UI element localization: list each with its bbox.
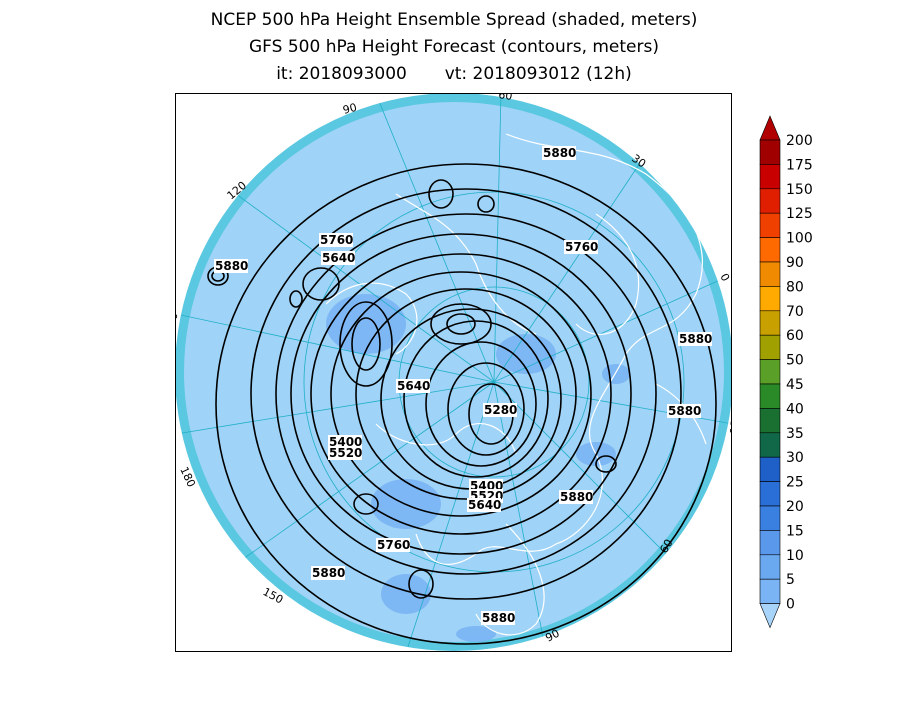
colorbar-tick-label: 15	[786, 523, 804, 539]
lon-label-30e: 30	[727, 420, 732, 435]
title-line-1: NCEP 500 hPa Height Ensemble Spread (sha…	[210, 10, 698, 30]
contour-label-5760-b: 5760	[565, 240, 598, 254]
map-panel: 5880 5760 5640 5880 5760 5880 5640 5280 …	[175, 93, 732, 652]
contour-label-5760-a: 5760	[320, 233, 353, 247]
colorbar-swatch	[759, 286, 781, 312]
contour-label-5760-c: 5760	[377, 538, 410, 552]
title-line-3: it: 2018093000 vt: 2018093012 (12h)	[276, 64, 632, 84]
contour-label-5880-d: 5880	[560, 490, 593, 504]
colorbar-tick-label: 175	[786, 157, 813, 173]
colorbar-tick-label: 70	[786, 304, 804, 320]
contour-label-5640-c: 5640	[468, 498, 501, 512]
colorbar-swatch	[759, 530, 781, 556]
colorbar-bottom-arrow	[759, 603, 781, 629]
colorbar-swatch	[759, 383, 781, 409]
contour-label-5280: 5280	[484, 403, 517, 417]
colorbar-swatch	[759, 359, 781, 385]
lon-label-150w: 150	[176, 312, 181, 335]
coastlines	[325, 133, 707, 636]
lon-label-90w: 90	[341, 101, 358, 117]
colorbar-swatch	[759, 578, 781, 604]
colorbar-top-arrow	[759, 115, 781, 141]
colorbar-swatch	[759, 237, 781, 263]
lon-label-90e: 90	[543, 627, 561, 645]
colorbar-swatch	[759, 212, 781, 238]
colorbar-swatch	[759, 456, 781, 482]
lon-label-120e: 120	[396, 650, 419, 652]
colorbar-swatch	[759, 310, 781, 336]
contour-label-5880-b: 5880	[215, 259, 248, 273]
colorbar-tick-label: 25	[786, 475, 804, 491]
colorbar-tick-label: 90	[786, 255, 804, 271]
colorbar-labels: 2001751501251009080706050454035302520151…	[786, 133, 813, 613]
colorbar-tick-label: 200	[786, 133, 813, 149]
colorbar-swatch	[759, 139, 781, 165]
contour-label-5880-e: 5880	[668, 404, 701, 418]
title-line-2: GFS 500 hPa Height Forecast (contours, m…	[249, 37, 659, 57]
height-contours	[207, 163, 717, 645]
colorbar-tick-label: 35	[786, 426, 804, 442]
longitude-labels: 60 30 0 30 60 90 120 150 180 150 120 90	[176, 94, 732, 652]
contour-label-5640-b: 5640	[397, 379, 430, 393]
map-disk	[184, 102, 724, 642]
colorbar-swatches	[759, 115, 781, 629]
colorbar-tick-label: 5	[786, 572, 795, 588]
colorbar-swatch	[759, 334, 781, 360]
contour-label-5640-a: 5640	[322, 251, 355, 265]
colorbar-swatch	[759, 505, 781, 531]
colorbar-tick-label: 100	[786, 231, 813, 247]
colorbar-swatch	[759, 554, 781, 580]
colorbar: 2001751501251009080706050454035302520151…	[759, 115, 813, 629]
contour-label-5880-f: 5880	[312, 566, 345, 580]
colorbar-swatch	[759, 164, 781, 190]
colorbar-tick-label: 10	[786, 548, 804, 564]
contour-labels: 5880 5760 5640 5880 5760 5880 5640 5280 …	[214, 146, 712, 625]
colorbar-swatch	[759, 432, 781, 458]
colorbar-tick-label: 45	[786, 377, 804, 393]
contour-label-5880-a: 5880	[543, 146, 576, 160]
colorbar-tick-label: 50	[786, 353, 804, 369]
colorbar-tick-label: 80	[786, 279, 804, 295]
colorbar-swatch	[759, 408, 781, 434]
colorbar-tick-label: 40	[786, 401, 804, 417]
colorbar-tick-label: 30	[786, 450, 804, 466]
contour-label-5880-g: 5880	[482, 611, 515, 625]
colorbar-tick-label: 125	[786, 206, 813, 222]
contour-label-5520-a: 5520	[329, 446, 362, 460]
colorbar-tick-label: 150	[786, 182, 813, 198]
lon-label-60w: 60	[498, 94, 514, 103]
colorbar-tick-label: 20	[786, 499, 804, 515]
colorbar-swatch	[759, 261, 781, 287]
lon-label-60e: 60	[657, 537, 675, 556]
colorbar-tick-label: 0	[786, 597, 795, 613]
contour-label-5400-a: 5400	[329, 435, 362, 449]
contour-label-5880-c: 5880	[679, 332, 712, 346]
colorbar-tick-label: 60	[786, 328, 804, 344]
colorbar-swatch	[759, 188, 781, 214]
polar-map: 5880 5760 5640 5880 5760 5880 5640 5280 …	[176, 94, 732, 652]
colorbar-swatch	[759, 481, 781, 507]
lon-label-0: 0	[717, 271, 732, 283]
